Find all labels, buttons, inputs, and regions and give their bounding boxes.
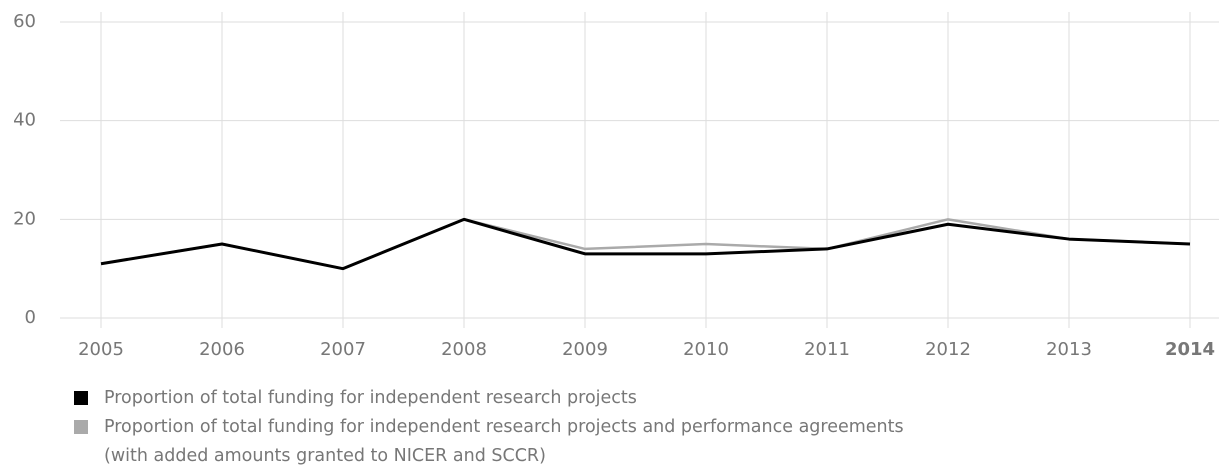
x-tick-label: 2007 xyxy=(320,339,366,360)
y-tick-label: 60 xyxy=(13,11,36,32)
y-tick-label: 20 xyxy=(13,208,36,229)
legend-swatch xyxy=(74,420,88,434)
x-tick-label: 2008 xyxy=(441,339,487,360)
y-tick-label: 0 xyxy=(25,307,36,328)
x-tick-label: 2014 xyxy=(1165,339,1215,360)
x-tick-label: 2009 xyxy=(562,339,608,360)
legend-label: Proportion of total funding for independ… xyxy=(104,388,637,408)
y-tick-label: 40 xyxy=(13,110,36,131)
legend-swatch xyxy=(74,391,88,405)
legend-item: Proportion of total funding for independ… xyxy=(72,384,1172,413)
x-tick-label: 2010 xyxy=(683,339,729,360)
data-line xyxy=(100,217,1191,271)
x-tick-label: 2005 xyxy=(78,339,124,360)
x-tick-label: 2006 xyxy=(199,339,245,360)
legend-label: Proportion of total funding for independ… xyxy=(104,417,904,466)
chart: 0 20 40 60 2005 2006 2007 2008 2009 2010 2011 2012 2… xyxy=(13,11,1219,360)
x-tick-label: 2013 xyxy=(1046,339,1092,360)
data-line xyxy=(100,218,1191,270)
legend: Proportion of total funding for independ… xyxy=(72,384,1172,471)
x-tick-label: 2011 xyxy=(804,339,850,360)
x-tick-label: 2012 xyxy=(925,339,971,360)
legend-item: Proportion of total funding for independ… xyxy=(72,413,1172,471)
